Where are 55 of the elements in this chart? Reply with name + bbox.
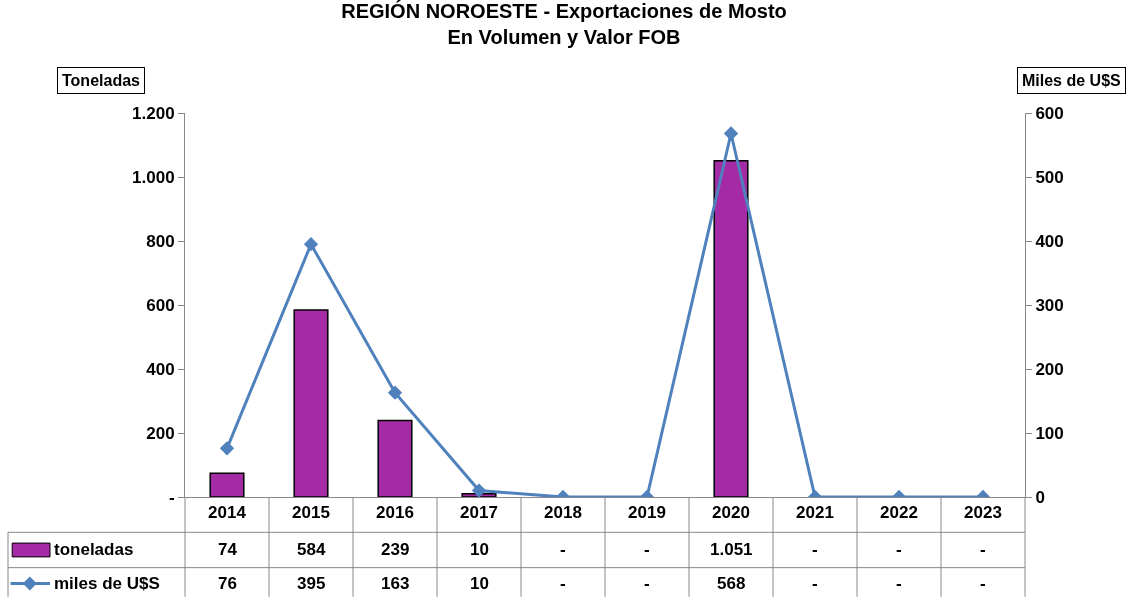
data-label: - <box>896 540 902 559</box>
y-tick-label: 1.200 <box>132 103 175 123</box>
y2-axis-title: Miles de U$S <box>1022 72 1122 89</box>
data-label: 584 <box>297 540 326 559</box>
data-label: - <box>560 574 566 593</box>
legend-label: miles de U$S <box>54 574 160 593</box>
chart-title: REGIÓN NOROESTE - Exportaciones de Mosto En Volumen y Valor FOB <box>341 0 787 48</box>
y-tick-label: 800 <box>146 231 175 251</box>
data-label: - <box>644 540 650 559</box>
y2-tick-label: 0 <box>1035 487 1045 507</box>
x-tick-label: 2015 <box>292 503 330 523</box>
x-tick-label: 2014 <box>208 503 247 523</box>
x-tick-label: 2018 <box>544 503 582 523</box>
y2-tick-label: 100 <box>1035 423 1064 443</box>
data-label: - <box>560 540 566 559</box>
data-label: 76 <box>218 574 237 593</box>
data-label: 74 <box>218 540 238 559</box>
y-tick-label: - <box>168 487 175 507</box>
data-label: 239 <box>381 540 410 559</box>
bar <box>209 472 245 497</box>
x-tick-label: 2022 <box>880 503 918 523</box>
y2-tick-label: 600 <box>1035 103 1064 123</box>
data-label: - <box>812 574 818 593</box>
y2-tick-label: 500 <box>1035 167 1064 187</box>
y-tick-label: 200 <box>146 423 175 443</box>
x-tick-label: 2017 <box>460 503 498 523</box>
point <box>723 126 739 141</box>
data-label: 395 <box>297 574 326 593</box>
y2-tick-label: 300 <box>1035 295 1064 315</box>
y-tick-label: 600 <box>146 295 175 315</box>
data-label: 10 <box>470 540 489 559</box>
y-tick-label: 400 <box>146 359 175 379</box>
data-label: 568 <box>717 574 746 593</box>
x-tick-label: 2023 <box>964 503 1002 523</box>
x-tick-label: 2019 <box>628 503 666 523</box>
x-tick-label: 2021 <box>796 503 834 523</box>
x-tick-label: 2020 <box>712 503 750 523</box>
bar <box>377 419 413 497</box>
data-label: - <box>812 540 818 559</box>
data-label: - <box>644 574 650 593</box>
y2-tick-label: 200 <box>1035 359 1064 379</box>
x-tick-label: 2016 <box>376 503 414 523</box>
point <box>303 237 319 252</box>
bar <box>713 159 749 497</box>
y-axis-title: Toneladas <box>62 72 141 89</box>
data-label: 1.051 <box>710 540 753 559</box>
bar <box>293 309 329 497</box>
data-label: - <box>980 540 986 559</box>
data-label: 10 <box>470 574 489 593</box>
data-label: 163 <box>381 574 410 593</box>
y2-tick-label: 400 <box>1035 231 1064 251</box>
legend-label: toneladas <box>54 540 134 559</box>
data-label: - <box>980 574 986 593</box>
y-tick-label: 1.000 <box>132 167 175 187</box>
data-label: - <box>896 574 902 593</box>
